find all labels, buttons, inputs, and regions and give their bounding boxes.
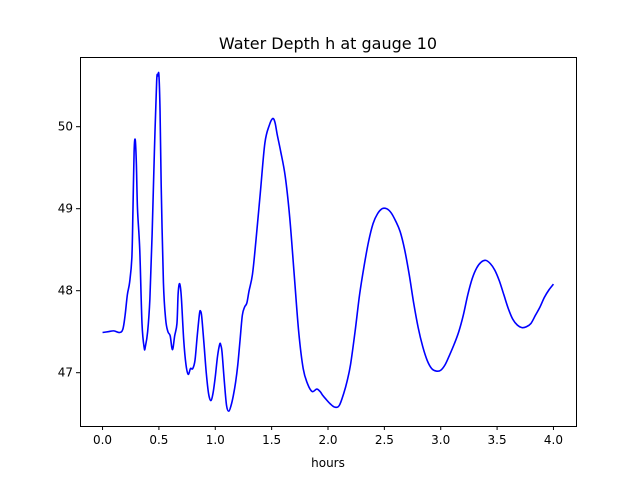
x-tick-label: 4.0 bbox=[544, 433, 563, 447]
chart-title: Water Depth h at gauge 10 bbox=[219, 34, 437, 53]
x-tick-label: 1.0 bbox=[206, 433, 225, 447]
x-axis-label: hours bbox=[311, 456, 345, 470]
y-tick-label: 47 bbox=[58, 366, 73, 380]
x-axis: 0.0 0.5 1.0 1.5 2.0 2.5 3.0 3.5 4.0 bbox=[93, 426, 563, 447]
y-tick-label: 48 bbox=[58, 284, 73, 298]
x-tick-label: 3.5 bbox=[488, 433, 507, 447]
x-tick-label: 0.5 bbox=[149, 433, 168, 447]
y-tick-label: 50 bbox=[58, 120, 73, 134]
x-tick-label: 3.0 bbox=[431, 433, 450, 447]
series-line bbox=[102, 71, 555, 413]
series-layer bbox=[102, 71, 555, 413]
y-tick-label: 49 bbox=[58, 202, 73, 216]
y-axis: 47 48 49 50 bbox=[58, 120, 80, 380]
x-tick-label: 2.5 bbox=[375, 433, 394, 447]
x-tick-label: 0.0 bbox=[93, 433, 112, 447]
x-tick-label: 1.5 bbox=[262, 433, 281, 447]
x-tick-label: 2.0 bbox=[318, 433, 337, 447]
